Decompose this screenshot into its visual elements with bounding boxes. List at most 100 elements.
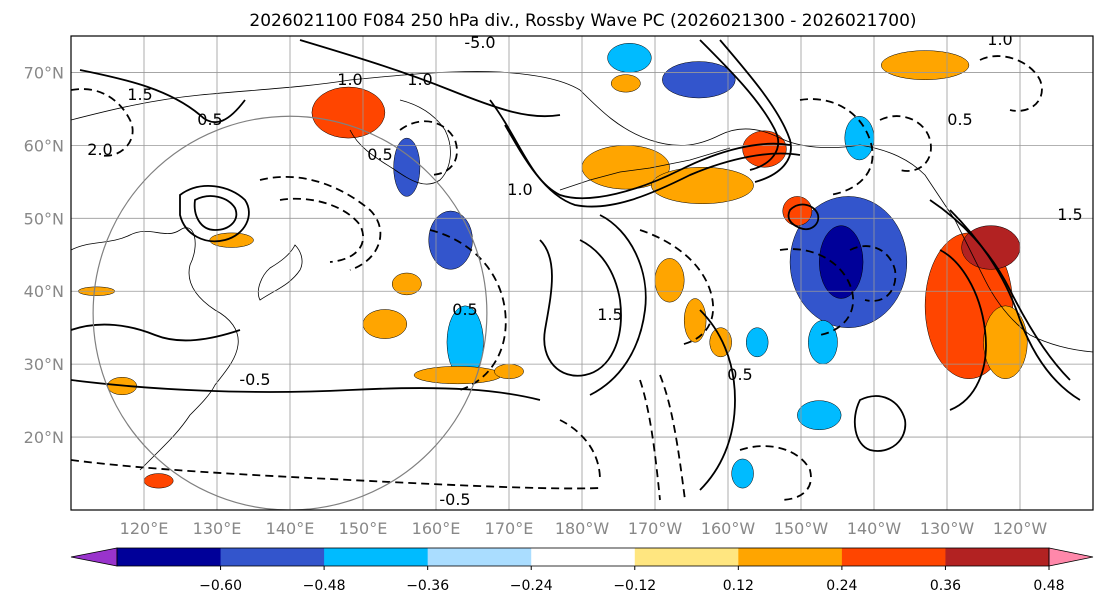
contour-dashed xyxy=(399,120,458,176)
colorbar-tick-label: −0.36 xyxy=(406,578,449,594)
latitude-label: 70°N xyxy=(24,63,64,82)
latitude-label: 30°N xyxy=(24,355,64,374)
shaded-region xyxy=(209,232,254,248)
colorbar-tick-label: −0.48 xyxy=(303,578,346,594)
graticule xyxy=(71,36,1093,510)
contour-dashed xyxy=(559,419,601,481)
colorbar-segment xyxy=(324,548,429,566)
reference-circle xyxy=(92,115,488,510)
contour-solid xyxy=(949,209,1081,401)
colorbar-segment xyxy=(220,548,325,566)
map-panel: -5.0 1.0 0.5 1.0 1.5 2.0 0.5 1.0 0.5 1.5 0.5 -0.5 1.… xyxy=(70,30,1094,511)
contour-dashed xyxy=(799,98,874,196)
contour-solid xyxy=(79,69,246,124)
contour-solid xyxy=(787,203,820,230)
colorbar-frame xyxy=(116,547,1050,567)
colorbar-tick-label: 0.12 xyxy=(723,578,754,594)
colorbar-extend-low xyxy=(70,547,118,567)
colorbar-tick-label: 0.24 xyxy=(826,578,857,594)
contour-dashed xyxy=(279,197,365,263)
latitude-label: 60°N xyxy=(24,136,64,155)
contour-solid xyxy=(853,395,907,452)
contour-solid xyxy=(179,185,250,243)
contour-label: 0.5 xyxy=(452,300,477,319)
contour-label: 0.5 xyxy=(367,145,392,164)
colorbar-tick-label: −0.24 xyxy=(510,578,553,594)
shaded-region xyxy=(983,305,1028,379)
latitude-label: 50°N xyxy=(24,209,64,228)
shaded-region xyxy=(393,137,421,197)
contour-label: 1.5 xyxy=(127,85,152,104)
longitude-labels: 120°E 130°E 140°E 150°E 160°E 170°E 180°W 170°W… xyxy=(120,519,1048,538)
map-frame xyxy=(70,35,1094,511)
contour-label: 1.0 xyxy=(987,30,1012,49)
longitude-label: 130°E xyxy=(193,519,242,538)
contour-dashed xyxy=(639,379,661,501)
shaded-region xyxy=(654,258,685,303)
latitude-label: 40°N xyxy=(24,282,64,301)
colorbar-segment xyxy=(634,548,739,566)
coastline-east-asia xyxy=(71,227,239,471)
shaded-region xyxy=(610,74,641,93)
shaded-region xyxy=(143,473,174,489)
divergence-shading xyxy=(78,43,1028,489)
longitude-label: 150°E xyxy=(339,519,388,538)
longitude-label: 120°W xyxy=(993,519,1048,538)
contour-dashed xyxy=(979,55,1043,112)
contour-dashed xyxy=(879,115,932,172)
latitude-label: 20°N xyxy=(24,428,64,447)
shaded-region xyxy=(607,43,652,73)
contour-label: -0.5 xyxy=(239,370,270,389)
contour-dashed xyxy=(849,245,897,302)
coastline-aleutians xyxy=(559,147,731,191)
colorbar-segment xyxy=(945,548,1050,566)
shaded-region xyxy=(311,86,386,139)
contour-label: 0.5 xyxy=(197,110,222,129)
shaded-region xyxy=(362,309,408,339)
shaded-region xyxy=(731,458,754,489)
contour-solid xyxy=(71,379,541,401)
contour-solid xyxy=(929,199,1071,381)
contour-labels: -5.0 1.0 0.5 1.0 1.5 2.0 0.5 1.0 0.5 1.5 0.5 -0.5 1.… xyxy=(87,30,1082,509)
colorbar-segment xyxy=(117,548,222,566)
height-contours xyxy=(71,39,1081,491)
shaded-region xyxy=(428,210,473,270)
shaded-region xyxy=(746,327,769,358)
colorbar-segment xyxy=(738,548,843,566)
colorbar-segment xyxy=(531,548,636,566)
colorbar-segment xyxy=(841,548,946,566)
shaded-region xyxy=(797,400,842,431)
contour-label: 0.5 xyxy=(947,110,972,129)
longitude-label: 160°E xyxy=(412,519,461,538)
contour-solid xyxy=(71,323,241,342)
shaded-region xyxy=(683,298,707,343)
contour-dashed xyxy=(71,459,601,490)
shaded-region xyxy=(413,366,502,385)
contour-solid xyxy=(193,195,238,231)
contour-dashed xyxy=(259,176,382,271)
shaded-region xyxy=(662,61,736,99)
longitude-label: 170°W xyxy=(628,519,683,538)
contour-label: -5.0 xyxy=(464,33,495,52)
contour-solid xyxy=(589,214,647,396)
contour-label: 2.0 xyxy=(87,140,112,159)
colorbar-tick-label: −0.12 xyxy=(613,578,656,594)
contour-solid xyxy=(939,249,987,411)
shaded-region xyxy=(808,320,838,365)
colorbar-extend-high xyxy=(1048,547,1094,567)
colorbar-segment xyxy=(427,548,532,566)
figure-title: 2026021100 F084 250 hPa div., Rossby Wav… xyxy=(249,11,916,31)
longitude-label: 160°W xyxy=(701,519,756,538)
colorbar-tick-label: 0.48 xyxy=(1033,578,1064,594)
contour-label: 1.0 xyxy=(507,180,532,199)
coastline-siberia xyxy=(71,71,581,121)
shaded-region xyxy=(391,272,422,296)
shaded-region xyxy=(819,225,864,299)
contour-dashed xyxy=(739,445,812,501)
contour-dashed xyxy=(659,374,686,501)
contour-label: -0.5 xyxy=(439,490,470,509)
contour-label: 1.0 xyxy=(337,70,362,89)
longitude-label: 140°E xyxy=(266,519,315,538)
shaded-region xyxy=(782,196,813,226)
